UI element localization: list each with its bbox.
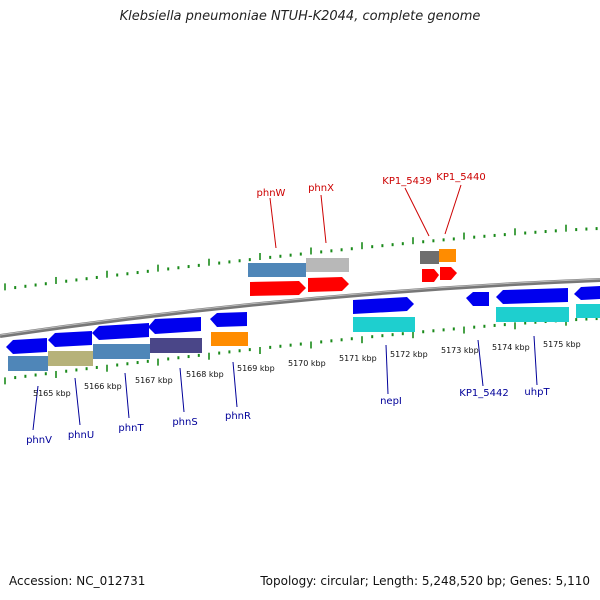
leader-uhpT	[533, 335, 538, 386]
topology-text: Topology: circular; Length: 5,248,520 bp…	[260, 574, 590, 588]
leader-phnV	[32, 385, 39, 431]
gene-phnU[interactable]	[48, 331, 92, 347]
bottom-ticks	[4, 317, 598, 385]
gene-phnR[interactable]	[210, 312, 247, 327]
label-KP1-5442: KP1_5442	[459, 388, 508, 399]
gene-KP1-5440[interactable]	[440, 267, 457, 280]
leader-phnX	[320, 194, 327, 244]
cog-box-KP1-5439	[420, 251, 439, 264]
cog-box-phnW	[248, 263, 306, 277]
gene-KP1-5442[interactable]	[466, 292, 489, 306]
scale-label: 5170 kbp	[288, 359, 326, 368]
scale-label: 5173 kbp	[441, 346, 479, 355]
gene-phnT[interactable]	[92, 323, 149, 340]
scale-label: 5171 kbp	[339, 354, 377, 363]
leader-KP1-5439	[404, 187, 430, 237]
cog-box-phnR	[211, 332, 248, 346]
cog-box-phnV	[8, 356, 48, 371]
cog-box-uhpT	[496, 307, 569, 322]
cog-box-phnT	[93, 344, 150, 359]
gene-KP1-5439[interactable]	[422, 269, 439, 282]
cog-box-nepI	[353, 317, 415, 332]
scale-label: 5169 kbp	[237, 364, 275, 373]
cog-box-phnX	[306, 258, 349, 272]
scale-label: 5165 kbp	[33, 389, 71, 398]
label-nepI: nepI	[380, 396, 402, 407]
cog-box-phnU	[48, 351, 93, 366]
scale-label: 5167 kbp	[135, 376, 173, 385]
leader-KP1-5440	[444, 184, 462, 235]
cog-box-KP1-5440	[439, 249, 456, 262]
leader-phnT	[124, 372, 130, 419]
label-KP1-5439: KP1_5439	[382, 176, 431, 187]
label-uhpT: uhpT	[524, 387, 550, 398]
gene-partial-right[interactable]	[574, 286, 600, 300]
gene-uhpT[interactable]	[496, 288, 568, 304]
leader-lines	[32, 184, 538, 431]
gene-phnV[interactable]	[6, 338, 47, 354]
scale-label: 5172 kbp	[390, 350, 428, 359]
leader-phnS	[179, 367, 185, 413]
scale-label: 5174 kbp	[492, 343, 530, 352]
top-ticks	[4, 224, 598, 291]
cog-box-partial-right	[576, 304, 600, 318]
scale-label: 5166 kbp	[84, 382, 122, 391]
leader-phnR	[232, 361, 238, 408]
scale-label: 5175 kbp	[543, 340, 581, 349]
label-phnT: phnT	[118, 423, 144, 434]
leader-KP1-5442	[477, 339, 484, 387]
leader-nepI	[385, 344, 389, 395]
label-phnR: phnR	[225, 411, 251, 422]
cog-box-phnS	[150, 338, 202, 353]
scale-label: 5168 kbp	[186, 370, 224, 379]
gene-phnS[interactable]	[148, 317, 201, 334]
scale-labels: 5165 kbp 5166 kbp 5167 kbp 5168 kbp 5169…	[33, 340, 581, 398]
gene-phnW[interactable]	[250, 281, 306, 296]
label-phnS: phnS	[172, 417, 197, 428]
gene-nepI[interactable]	[353, 297, 414, 314]
map-title: Klebsiella pneumoniae NTUH-K2044, comple…	[119, 9, 481, 24]
leader-phnU	[74, 377, 81, 426]
gene-phnX[interactable]	[308, 277, 349, 292]
label-phnW: phnW	[257, 188, 286, 199]
label-KP1-5440: KP1_5440	[436, 172, 485, 183]
label-phnU: phnU	[68, 430, 94, 441]
label-phnX: phnX	[308, 183, 334, 194]
genome-backbone	[0, 278, 600, 338]
leader-phnW	[269, 197, 277, 249]
genome-backbone-highlight	[0, 278, 600, 336]
accession-text: Accession: NC_012731	[9, 574, 146, 588]
label-phnV: phnV	[26, 435, 52, 446]
